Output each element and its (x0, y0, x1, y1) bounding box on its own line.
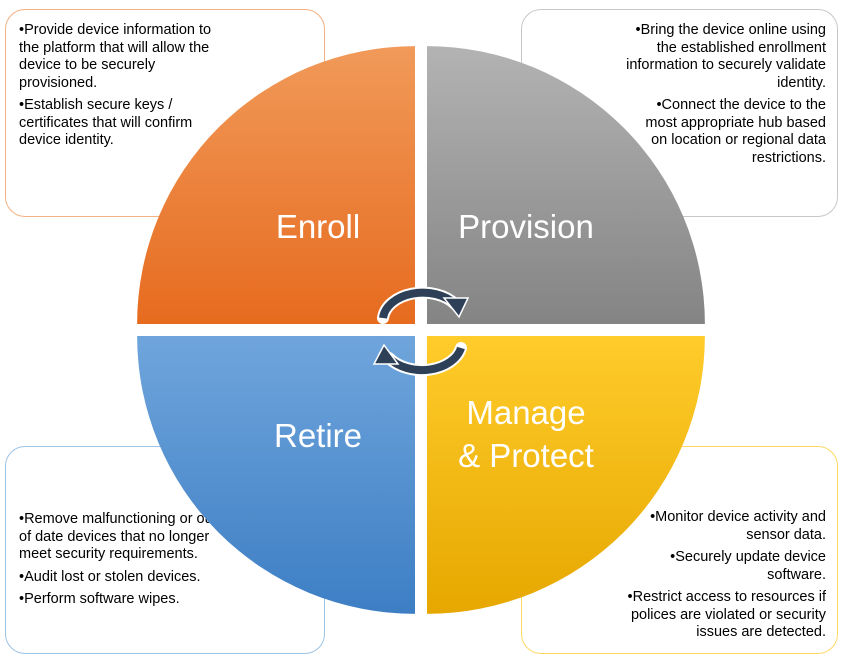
retire-item: Remove malfunctioning or out of date dev… (19, 511, 224, 564)
manage-quadrant (427, 336, 705, 614)
retire-description-box: Remove malfunctioning or out of date dev… (5, 446, 325, 654)
retire-label: Retire (274, 417, 362, 454)
manage-label-line2: & Protect (458, 437, 594, 474)
enroll-label: Enroll (276, 208, 360, 245)
provision-label: Provision (458, 208, 594, 245)
provision-item: Bring the device online using the establ… (626, 22, 826, 92)
retire-item: Audit lost or stolen devices. (19, 569, 224, 587)
enroll-quadrant (137, 46, 415, 324)
manage-item: Restrict access to resources if polices … (626, 589, 826, 642)
manage-item: Monitor device activity and sensor data. (626, 509, 826, 544)
retire-item: Perform software wipes. (19, 591, 224, 609)
provision-quadrant (427, 46, 705, 324)
manage-label-line1: Manage (466, 394, 585, 431)
retire-quadrant (137, 336, 415, 614)
manage-item: Securely update device software. (626, 549, 826, 584)
provision-item: Connect the device to the most appropria… (626, 97, 826, 167)
enroll-item: Establish secure keys / certificates tha… (19, 97, 214, 150)
cycle-arrows-icon (372, 286, 470, 377)
enroll-item: Provide device information to the platfo… (19, 22, 214, 92)
